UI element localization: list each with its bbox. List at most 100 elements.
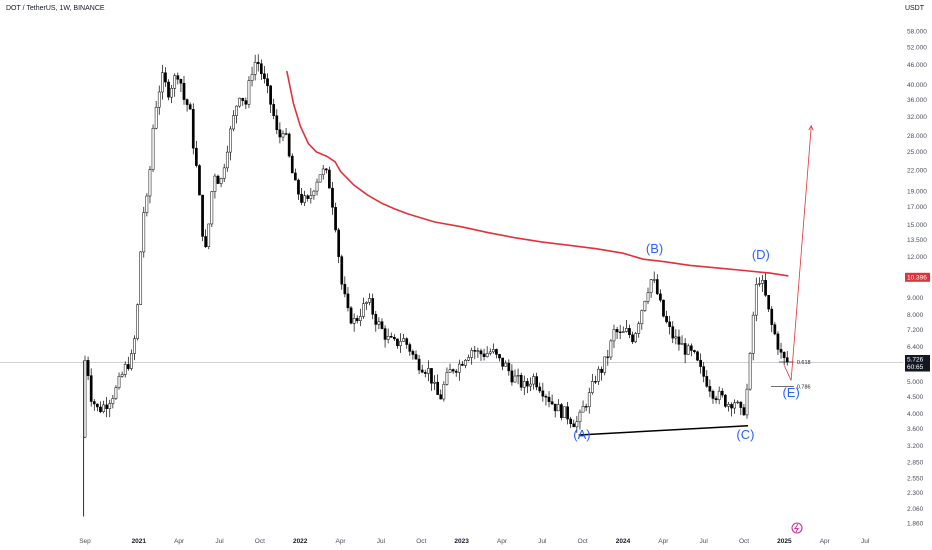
candle-body — [201, 194, 204, 237]
candle — [195, 140, 198, 168]
candle — [120, 371, 124, 378]
candle-body — [349, 307, 353, 324]
candle — [290, 153, 294, 174]
candle — [491, 343, 495, 354]
candle — [328, 166, 331, 189]
candle — [343, 276, 347, 298]
candle — [182, 75, 186, 105]
candle-body — [86, 360, 90, 376]
candle — [510, 364, 514, 386]
candle-body — [278, 129, 282, 138]
candle-body — [207, 223, 211, 248]
candle — [631, 331, 634, 344]
candle-body — [730, 404, 733, 409]
price-tick-label: 8.000 — [907, 312, 924, 319]
candle — [386, 328, 390, 344]
candle — [544, 394, 548, 406]
candle — [677, 329, 681, 351]
candle-body — [696, 351, 699, 361]
candle — [105, 397, 109, 418]
candle — [216, 174, 220, 184]
candle — [482, 348, 486, 361]
price-tick-label: 4.500 — [907, 394, 924, 401]
candle-body — [148, 169, 152, 197]
candle — [547, 391, 551, 408]
candle-body — [479, 350, 483, 355]
candle — [686, 343, 690, 355]
candle — [563, 406, 566, 418]
candle-body — [448, 369, 452, 373]
candle — [191, 103, 195, 155]
candle — [188, 102, 192, 110]
candle — [457, 359, 461, 381]
candle-body — [414, 354, 418, 360]
price-tick-label: 46.000 — [907, 62, 927, 69]
candle-body — [318, 174, 322, 183]
candle-body — [714, 398, 718, 401]
candle — [643, 300, 647, 312]
candle — [532, 373, 535, 390]
candle-body — [312, 190, 316, 196]
price-tick-label: 36.000 — [907, 97, 927, 104]
price-axis[interactable]: 58.000 52.000 46.000 40.000 36.000 32.000 28.0… — [905, 29, 930, 528]
candle — [430, 368, 433, 391]
candle-body — [222, 167, 226, 179]
candle — [170, 85, 173, 104]
candle-body — [590, 381, 594, 393]
candle — [154, 100, 158, 130]
price-tick-label: 19.000 — [907, 188, 927, 195]
candle-body — [238, 97, 242, 107]
candle-body — [405, 338, 409, 345]
candle-body — [297, 179, 300, 195]
candle — [504, 360, 508, 367]
price-tick-label: 2.850 — [907, 460, 924, 467]
price-tag — [905, 354, 930, 364]
candle-body — [182, 83, 186, 100]
candle-body — [742, 407, 746, 416]
time-tick-label: Sep — [79, 538, 91, 545]
candle — [318, 174, 322, 183]
candle-body — [464, 360, 467, 366]
candle — [123, 361, 127, 378]
candle-body — [615, 329, 619, 333]
candle-body — [256, 62, 260, 64]
candle — [553, 403, 557, 418]
candle — [720, 388, 724, 398]
candle-body — [606, 356, 610, 358]
candle — [83, 355, 87, 439]
logo-ring — [791, 522, 803, 534]
candle-body — [748, 353, 752, 390]
candle-body — [693, 350, 696, 353]
candle — [764, 272, 767, 297]
candle — [86, 356, 90, 381]
price-tick-label: 58.000 — [907, 29, 927, 36]
candle-body — [133, 338, 136, 354]
time-tick-label: Apr — [174, 538, 185, 545]
candle — [167, 79, 170, 101]
candle-body — [473, 350, 477, 352]
candle-body — [185, 99, 189, 105]
candle-body — [399, 341, 402, 346]
candle-body — [269, 85, 272, 105]
candle — [287, 132, 291, 158]
candle-body — [331, 187, 334, 208]
candle — [213, 173, 217, 199]
candle-body — [306, 195, 310, 199]
price-tag — [905, 272, 930, 282]
time-axis[interactable]: Sep 2021 Apr Jul Oct 2022 Apr Jul Oct 2023 Apr Jul O… — [79, 538, 870, 545]
candle — [758, 277, 761, 287]
price-tick-label: 4.000 — [907, 411, 924, 418]
candle — [396, 338, 399, 349]
candle — [745, 383, 749, 419]
time-tick-label: Jul — [215, 538, 224, 545]
projection-arrowhead — [808, 124, 814, 131]
candle-body — [213, 175, 217, 192]
candle-body — [337, 229, 341, 257]
candle-body — [625, 328, 628, 332]
candle-body — [689, 345, 693, 351]
candle-body — [717, 390, 721, 401]
candle-body — [584, 406, 588, 408]
candle — [556, 399, 560, 412]
candle — [176, 72, 180, 85]
